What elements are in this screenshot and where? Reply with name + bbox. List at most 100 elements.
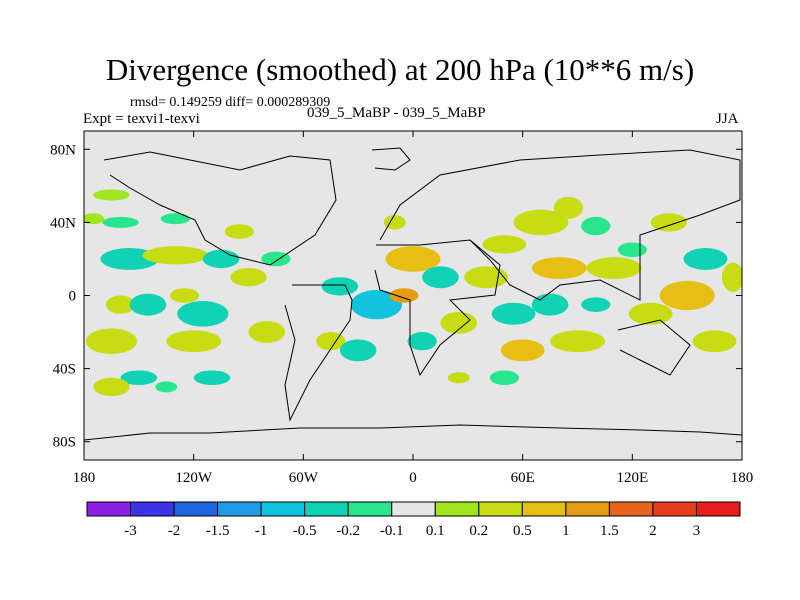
field-blob-2 bbox=[202, 249, 240, 269]
coastline-australia bbox=[617, 319, 691, 376]
colorbar-swatch-0 bbox=[86, 501, 132, 517]
field-blob-42 bbox=[500, 339, 545, 362]
colorbar-swatch-4 bbox=[260, 501, 306, 517]
colorbar-label-10: 1 bbox=[562, 523, 570, 539]
colorbar-label-6: -0.1 bbox=[380, 523, 404, 539]
colorbar-label-0: -3 bbox=[124, 523, 137, 539]
colorbar-label-13: 3 bbox=[693, 523, 701, 539]
colorbar-swatch-10 bbox=[521, 501, 567, 517]
colorbar-swatch-13 bbox=[652, 501, 697, 517]
colorbar-label-12: 2 bbox=[649, 523, 657, 539]
field-blob-46 bbox=[692, 330, 737, 353]
field-blob-32 bbox=[491, 302, 536, 325]
field-blob-13 bbox=[166, 330, 222, 353]
field-blob-37 bbox=[531, 257, 587, 280]
field-blob-3 bbox=[224, 224, 254, 239]
field-blob-41 bbox=[550, 330, 605, 353]
field-blob-5 bbox=[102, 216, 139, 228]
field-blob-47 bbox=[721, 262, 742, 292]
field-blob-43 bbox=[628, 302, 673, 325]
x-tick-label-2: 60W bbox=[289, 470, 319, 486]
field-blob-15 bbox=[93, 377, 130, 397]
field-blob-16 bbox=[193, 370, 231, 386]
stats-label: rmsd= 0.149259 diff= 0.000289309 bbox=[130, 95, 331, 110]
field-blob-20 bbox=[248, 321, 286, 344]
field-blob-36 bbox=[581, 216, 611, 236]
colorbar-label-7: 0.1 bbox=[426, 523, 445, 539]
field-blob-14 bbox=[120, 370, 158, 386]
colorbar-swatch-5 bbox=[304, 501, 349, 517]
field-blob-38 bbox=[586, 257, 642, 280]
colorbar-swatch-8 bbox=[434, 501, 480, 517]
coastline-south-america bbox=[284, 284, 353, 422]
x-tick-label-0: 180 bbox=[73, 470, 96, 486]
field-blob-27 bbox=[383, 215, 406, 230]
coastline-antarctica bbox=[84, 424, 742, 441]
field-blob-45 bbox=[683, 247, 728, 270]
field-blob-51 bbox=[617, 242, 647, 258]
field-blob-8 bbox=[105, 295, 136, 314]
colorbar-swatch-6 bbox=[347, 501, 393, 517]
field-blob-49 bbox=[489, 370, 520, 386]
colorbar-swatch-2 bbox=[173, 501, 219, 517]
field-blob-6 bbox=[84, 213, 105, 225]
field-blob-12 bbox=[85, 328, 138, 354]
field-blob-23 bbox=[316, 332, 346, 351]
experiment-label: Expt = texvi1-texvi bbox=[83, 111, 200, 127]
y-tick-label-0: 80N bbox=[50, 142, 76, 158]
field-blob-35 bbox=[553, 196, 583, 219]
field-blob-11 bbox=[169, 288, 200, 303]
field-blob-26 bbox=[389, 288, 419, 303]
colorbar-swatch-14 bbox=[695, 501, 741, 517]
field-blob-50 bbox=[447, 372, 470, 384]
colorbar-swatch-11 bbox=[565, 501, 610, 517]
field-blob-48 bbox=[650, 213, 688, 232]
colorbar-label-8: 0.2 bbox=[469, 523, 488, 539]
field-blob-24 bbox=[339, 339, 377, 362]
field-blob-19 bbox=[261, 251, 291, 267]
field-blob-4 bbox=[93, 189, 130, 201]
colorbar-label-1: -2 bbox=[168, 523, 181, 539]
x-tick-label-5: 120E bbox=[616, 470, 648, 486]
field-blob-28 bbox=[422, 266, 459, 289]
colorbar-swatch-9 bbox=[478, 501, 523, 517]
field-blob-30 bbox=[407, 332, 437, 351]
x-tick-label-6: 180 bbox=[731, 470, 754, 486]
colorbar-label-5: -0.2 bbox=[336, 523, 360, 539]
field-blob-10 bbox=[177, 300, 229, 327]
field-blob-18 bbox=[230, 268, 267, 287]
field-layer bbox=[84, 189, 742, 397]
colorbar-swatch-7 bbox=[391, 501, 436, 517]
colorbar-label-4: -0.5 bbox=[293, 523, 317, 539]
field-blob-33 bbox=[482, 235, 527, 254]
field-blob-22 bbox=[350, 290, 403, 320]
colorbar: -3 -2 -1.5 -1 -0.5 -0.2 -0.1 0.1 0.2 0.5 1 1.5 2 3 bbox=[86, 501, 741, 539]
field-blob-44 bbox=[659, 280, 715, 311]
x-tick-label-4: 60E bbox=[511, 470, 535, 486]
y-tick-label-3: 40S bbox=[53, 362, 76, 378]
colorbar-label-9: 0.5 bbox=[513, 523, 532, 539]
field-blob-31 bbox=[464, 266, 509, 289]
field-blob-25 bbox=[385, 246, 441, 272]
runs-label: 039_5_MaBP - 039_5_MaBP bbox=[307, 105, 486, 121]
field-blob-34 bbox=[513, 209, 569, 236]
coastline-layer bbox=[84, 147, 742, 441]
coastline-greenland bbox=[371, 147, 411, 171]
x-tick-label-3: 0 bbox=[409, 470, 417, 486]
field-blob-39 bbox=[531, 293, 569, 316]
field-blob-29 bbox=[440, 311, 477, 334]
field-blob-9 bbox=[129, 293, 167, 316]
colorbar-label-11: 1.5 bbox=[600, 523, 619, 539]
y-tick-label-1: 40N bbox=[50, 215, 76, 231]
season-label: JJA bbox=[716, 111, 739, 127]
colorbar-swatch-3 bbox=[217, 501, 262, 517]
field-blob-7 bbox=[160, 213, 191, 225]
chart-title: Divergence (smoothed) at 200 hPa (10**6 … bbox=[105, 52, 695, 87]
y-tick-label-4: 80S bbox=[53, 435, 76, 451]
field-blob-40 bbox=[581, 297, 611, 312]
coastline-north-america bbox=[103, 151, 337, 266]
axes-layer: 180 120W 60W 0 60E 120E 180 80N 40N 0 40S 80S bbox=[50, 131, 753, 486]
y-tick-label-2: 0 bbox=[69, 289, 77, 305]
colorbar-label-2: -1.5 bbox=[206, 523, 230, 539]
